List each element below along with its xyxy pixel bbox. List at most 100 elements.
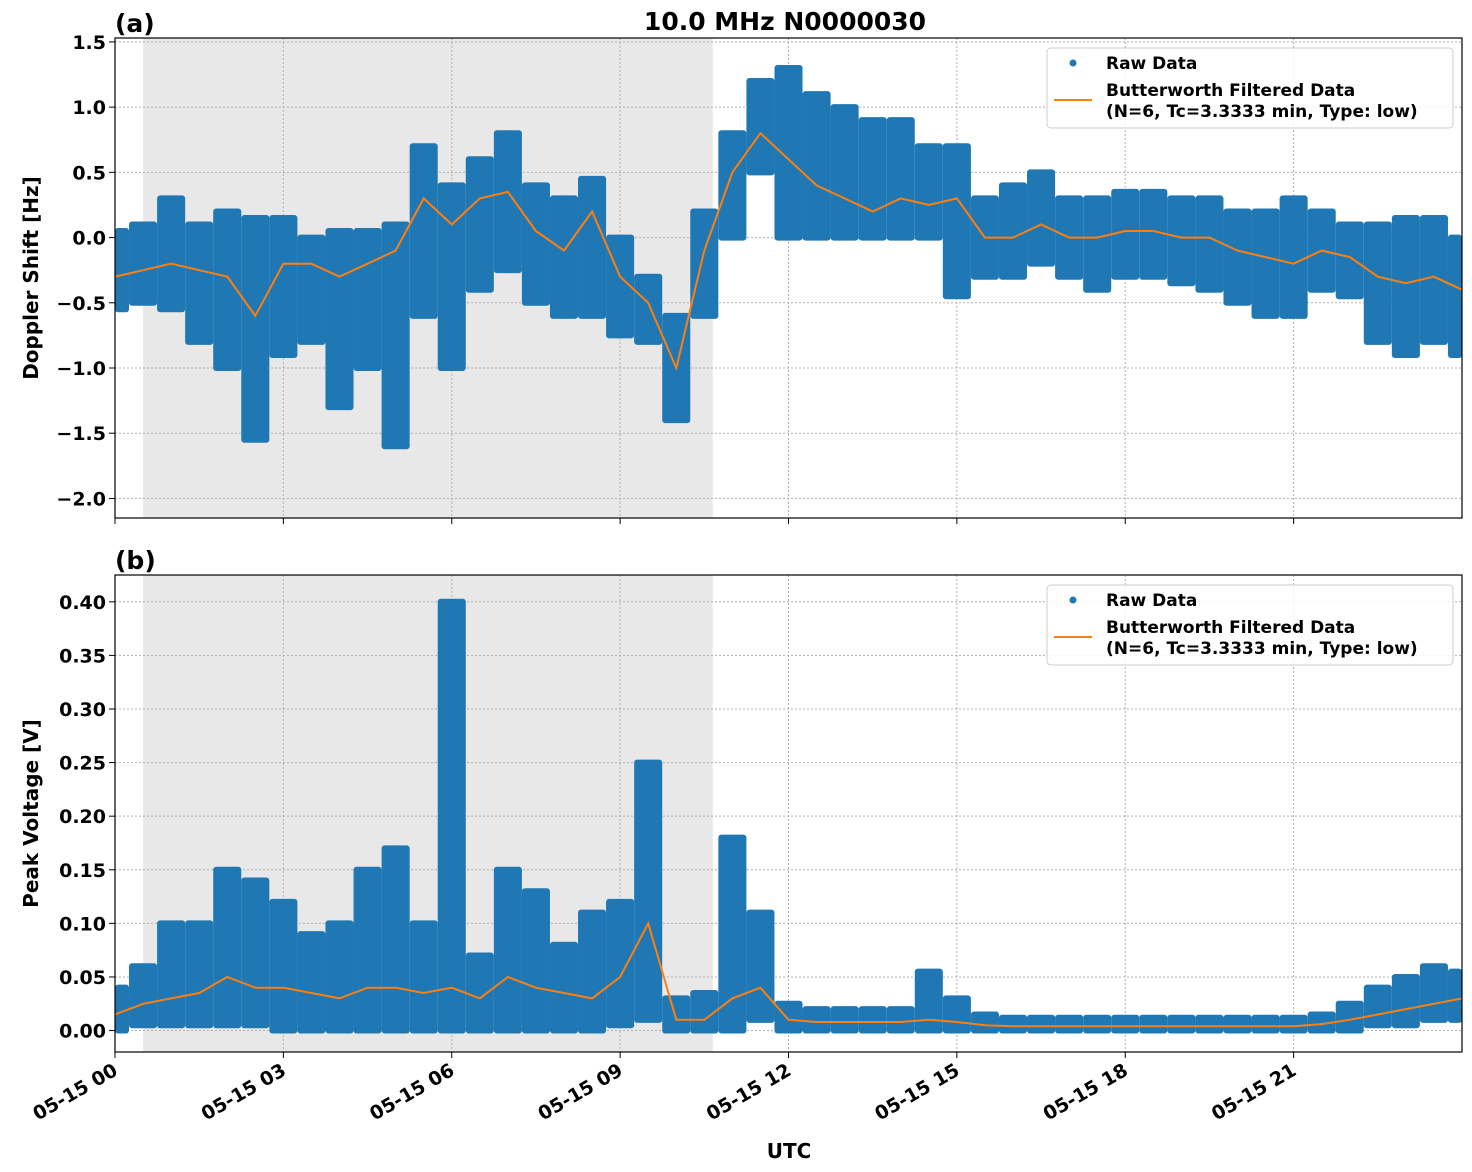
legend-raw-marker — [1069, 596, 1077, 604]
raw-data-band — [409, 143, 438, 319]
y-tick-label: 0.20 — [59, 806, 106, 828]
filtered-data-point — [1040, 1025, 1042, 1028]
raw-data-band — [1419, 215, 1448, 345]
raw-data-band — [493, 130, 522, 274]
filtered-data-point — [422, 197, 425, 200]
filtered-data-point — [647, 301, 649, 304]
raw-data-points — [115, 65, 1462, 450]
raw-data-band — [1083, 1014, 1112, 1034]
raw-data-band — [129, 221, 158, 306]
filtered-data-point — [142, 1002, 144, 1005]
filtered-data-point — [871, 1021, 874, 1023]
filtered-data-point — [479, 197, 481, 200]
filtered-data-point — [450, 986, 453, 989]
raw-data-band — [465, 156, 494, 293]
filtered-data-point — [928, 204, 930, 206]
filtered-data-point — [984, 1024, 986, 1027]
filtered-data-point — [535, 230, 537, 232]
filtered-data-point — [310, 992, 313, 994]
y-tick-label: 0.25 — [59, 753, 106, 775]
legend-box — [1046, 584, 1454, 666]
raw-data-band — [437, 182, 466, 371]
raw-data-band — [914, 143, 943, 241]
raw-data-band — [1363, 221, 1392, 345]
y-tick-label: −1.5 — [56, 423, 106, 445]
raw-data-band — [802, 1006, 831, 1034]
raw-data-band — [578, 909, 607, 1034]
raw-data-band — [1167, 195, 1196, 287]
raw-data-band — [1055, 1014, 1084, 1034]
filtered-data-point — [1068, 236, 1070, 239]
filtered-data-point — [254, 986, 257, 989]
x-tick-label: 05-15 06 — [366, 1059, 458, 1125]
legend-filtered-params: (N=6, Tc=3.3333 min, Type: low) — [1106, 102, 1418, 122]
raw-data-band — [634, 759, 663, 1023]
filtered-data-point — [1236, 1025, 1239, 1028]
y-tick-label: −2.0 — [56, 488, 106, 510]
filtered-data-point — [1320, 249, 1323, 252]
x-tick-label: 05-15 09 — [534, 1059, 626, 1125]
filtered-data-point — [956, 1021, 958, 1023]
raw-data-band — [1139, 1014, 1168, 1034]
raw-data-band — [185, 920, 214, 1029]
y-tick-label: 1.5 — [72, 32, 106, 54]
legend-filtered-label: Butterworth Filtered Data — [1106, 81, 1355, 101]
filtered-data-point — [815, 184, 818, 187]
raw-data-band — [1335, 1000, 1364, 1034]
filtered-data-point — [507, 976, 509, 978]
filtered-data-point — [1012, 1025, 1014, 1028]
raw-data-band — [578, 175, 607, 319]
filtered-data-point — [1180, 1025, 1183, 1028]
filtered-data-point — [1377, 1013, 1379, 1016]
raw-data-band — [493, 866, 522, 1034]
raw-data-band — [1223, 208, 1252, 306]
raw-data-band — [381, 221, 410, 450]
raw-data-band — [241, 877, 270, 1029]
raw-data-band — [353, 866, 382, 1034]
raw-data-band — [409, 920, 438, 1034]
filtered-data-point — [928, 1019, 930, 1021]
filtered-data-point — [1236, 249, 1239, 252]
raw-data-band — [830, 1006, 859, 1034]
raw-data-band — [998, 182, 1028, 280]
raw-data-band — [1391, 973, 1420, 1029]
y-tick-label: 0.05 — [59, 967, 106, 989]
raw-data-band — [634, 273, 663, 345]
filtered-data-point — [1348, 1019, 1351, 1021]
raw-data-band — [1307, 1011, 1336, 1034]
raw-data-band — [690, 990, 719, 1034]
filtered-data-point — [815, 1021, 818, 1023]
raw-data-band — [325, 228, 354, 411]
raw-data-band — [437, 598, 466, 1034]
raw-data-band — [1083, 195, 1112, 293]
filtered-data-point — [338, 997, 341, 1000]
raw-data-band — [1195, 1014, 1224, 1034]
filtered-data-point — [731, 171, 734, 174]
raw-data-band — [1447, 968, 1462, 1023]
raw-data-band — [1111, 188, 1140, 280]
filtered-data-point — [366, 262, 369, 265]
x-tick-label: 05-15 03 — [198, 1059, 290, 1125]
filtered-data-point — [394, 986, 397, 989]
raw-data-band — [297, 234, 326, 345]
legend-box — [1046, 47, 1454, 129]
raw-data-band — [1251, 208, 1280, 319]
filtered-data-point — [1096, 1025, 1098, 1028]
raw-data-band — [465, 952, 494, 1034]
x-tick-label: 05-15 15 — [871, 1059, 963, 1125]
raw-data-band — [774, 1000, 803, 1034]
filtered-data-point — [675, 1019, 678, 1021]
filtered-data-point — [1096, 236, 1098, 239]
filtered-data-point — [1208, 236, 1211, 239]
filtered-data-point — [282, 986, 285, 989]
filtered-data-point — [1405, 1008, 1407, 1010]
raw-data-band — [1111, 1014, 1140, 1034]
filtered-data-point — [1264, 256, 1267, 258]
raw-data-band — [1391, 215, 1420, 358]
x-tick-label: 05-15 00 — [29, 1059, 121, 1125]
raw-data-band — [746, 909, 775, 1023]
raw-data-band — [157, 920, 186, 1029]
y-tick-label: 0.35 — [59, 645, 106, 667]
filtered-data-point — [563, 249, 565, 252]
y-tick-label: 0.5 — [72, 162, 106, 184]
